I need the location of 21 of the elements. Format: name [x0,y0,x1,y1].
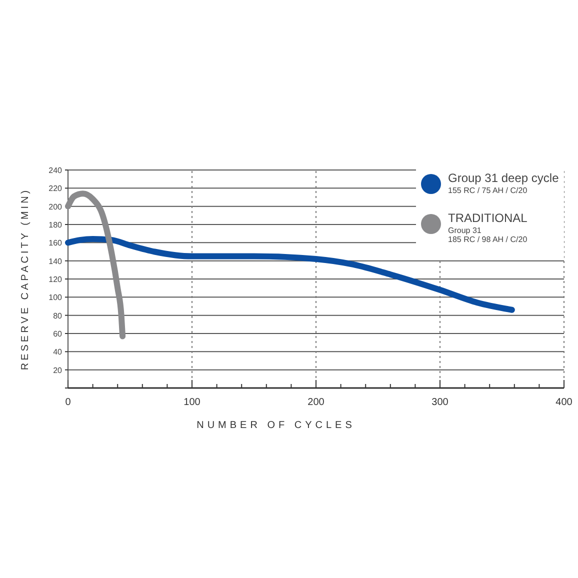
legend-label: TRADITIONAL Group 31 185 RC / 98 AH / C/20 [448,211,528,244]
x-tick-label: 400 [556,397,573,408]
y-tick-label: 40 [53,348,63,357]
y-tick-label: 220 [48,184,63,194]
legend-label: Group 31 deep cycle 155 RC / 75 AH / C/20 [448,171,560,195]
y-tick-label: 240 [48,166,63,175]
y-tick-label: 200 [48,202,63,212]
x-axis-title: NUMBER OF CYCLES [196,420,356,431]
y-tick-label: 160 [48,238,63,248]
x-tick-label: 100 [184,397,201,408]
y-tick-label: 120 [48,275,63,284]
y-tick-label: 100 [48,293,63,302]
y-axis-title: RESERVE CAPACITY (MIN) [20,188,31,370]
y-tick-label: 180 [48,220,63,230]
y-tick-label: 140 [48,256,63,266]
y-tick-label: 20 [53,366,63,375]
x-tick-label: 200 [308,397,325,408]
y-tick-label: 60 [53,330,63,338]
x-tick-label: 0 [65,397,72,408]
x-tick-label: 300 [432,397,449,408]
y-tick-label: 80 [53,311,63,320]
